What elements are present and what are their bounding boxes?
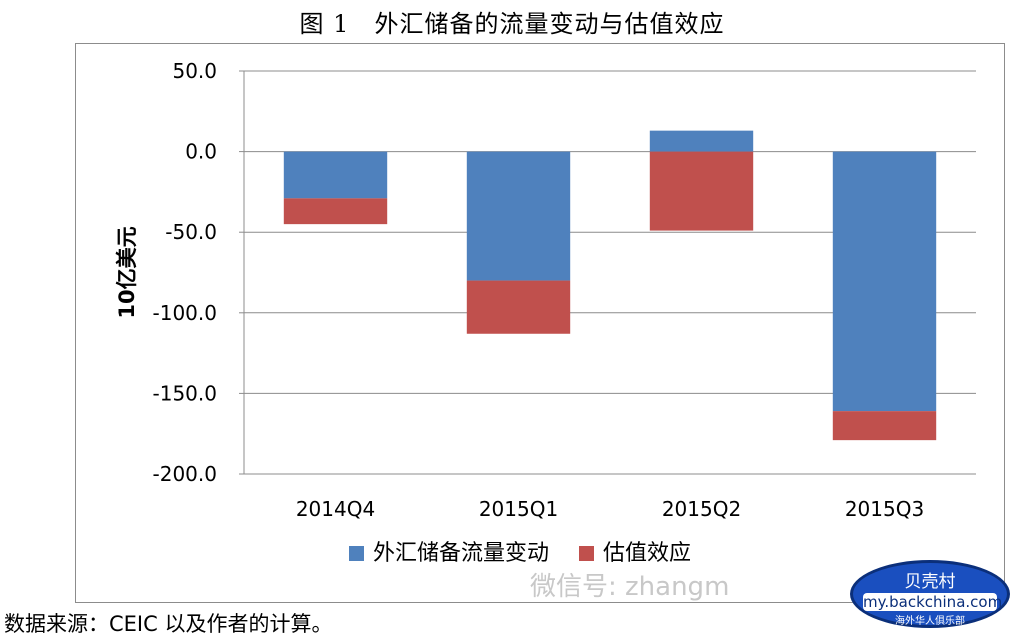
bar-2015Q3-series-0 <box>832 151 937 412</box>
bar-2015Q2-series-1 <box>649 151 754 231</box>
wechat-watermark: 微信号: zhangm <box>530 572 730 602</box>
y-axis-label: 10亿美元 <box>115 226 139 318</box>
y-tick-label: 50.0 <box>172 59 217 83</box>
x-tick-label: 2014Q4 <box>296 497 375 521</box>
legend-label: 估值效应 <box>603 541 691 566</box>
bar-2015Q2-series-0 <box>649 130 754 152</box>
chart-frame: 50.0 0.0 -50.0 -100.0 -150.0 -200.0 10亿美元 2014Q… <box>75 43 1005 603</box>
legend-swatch <box>349 546 364 561</box>
x-tick-label: 2015Q1 <box>479 497 558 521</box>
y-tick-label: -200.0 <box>153 462 217 486</box>
bar-2014Q4-series-1 <box>283 198 388 225</box>
y-tick-label: -50.0 <box>165 220 217 244</box>
data-source-note: 数据来源：CEIC 以及作者的计算。 <box>4 612 333 636</box>
legend-label: 外汇储备流量变动 <box>373 541 549 566</box>
bar-2015Q1-series-1 <box>466 280 571 334</box>
bar-2015Q1-series-0 <box>466 151 571 281</box>
legend-swatch <box>579 546 594 561</box>
bar-2015Q3-series-1 <box>832 411 937 441</box>
badge-url: my.backchina.com <box>863 593 1003 611</box>
y-tick-label: -100.0 <box>153 301 217 325</box>
stacked-bar-chart: 50.0 0.0 -50.0 -100.0 -150.0 -200.0 10亿美元 2014Q… <box>115 59 976 566</box>
badge-title: 贝壳村 <box>904 572 956 592</box>
badge-subtitle: 海外华人俱乐部 <box>895 616 965 627</box>
bar-2014Q4-series-0 <box>283 151 388 199</box>
y-tick-label: 0.0 <box>185 140 217 164</box>
figure-caption: 图 1 外汇储备的流量变动与估值效应 <box>299 10 725 38</box>
x-tick-label: 2015Q3 <box>845 497 924 521</box>
x-tick-label: 2015Q2 <box>662 497 741 521</box>
backchina-badge: 贝壳村 my.backchina.com 海外华人俱乐部 <box>850 560 1010 628</box>
y-tick-label: -150.0 <box>153 381 217 405</box>
